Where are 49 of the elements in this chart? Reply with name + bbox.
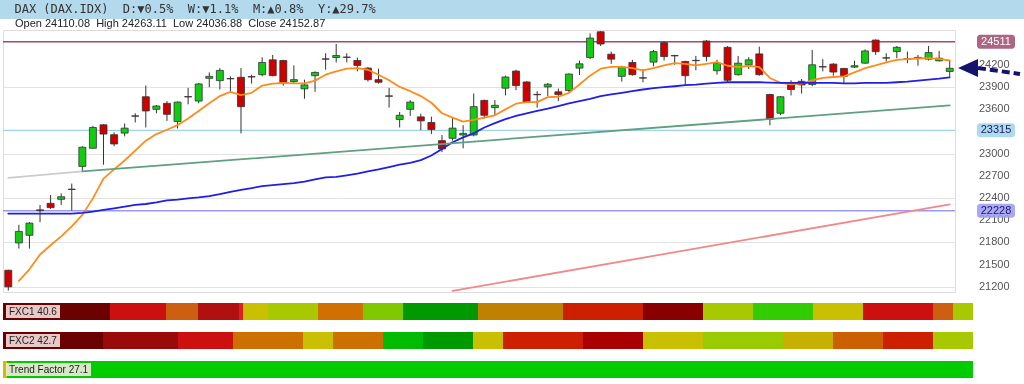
candlestick — [226, 75, 235, 92]
candlestick — [459, 124, 468, 149]
candlestick — [279, 59, 288, 87]
y-tick-label: 23000 — [979, 146, 1010, 159]
candlestick — [89, 125, 97, 149]
y-tick-label: 23600 — [979, 102, 1010, 115]
text: M:▲0.8% — [251, 2, 304, 16]
text: FXC2 42.7 — [6, 334, 60, 347]
text: Y:▲29.7% — [316, 2, 376, 16]
candlestick — [163, 100, 171, 122]
y-tick-label: 21500 — [979, 257, 1010, 270]
y-tick-label: 23900 — [979, 79, 1010, 92]
candlestick — [586, 32, 594, 60]
candlestick — [332, 43, 341, 63]
y-tick-label: 22700 — [979, 168, 1010, 181]
candlestick — [311, 70, 319, 93]
ref-line-label: 23315 — [980, 123, 1012, 136]
candlestick — [25, 221, 34, 250]
candlestick — [776, 95, 785, 116]
candlestick — [300, 79, 309, 100]
candlestick — [67, 183, 76, 212]
y-tick-label: 21200 — [979, 279, 1010, 292]
y-tick-label: 24200 — [979, 57, 1010, 70]
candlestick — [565, 72, 573, 93]
candlestick — [141, 85, 150, 128]
candlestick — [258, 56, 267, 77]
candlestick — [639, 68, 647, 83]
candlestick — [78, 145, 87, 173]
candlestick — [36, 204, 44, 223]
y-tick-label: 21800 — [979, 235, 1010, 248]
chart-title: DAX (DAX.IDX) — [13, 2, 109, 16]
candlestick — [385, 87, 393, 109]
ref-line-label: 22228 — [980, 203, 1012, 216]
candlestick — [99, 123, 108, 166]
chart-subtitle: Open 24110.08 High 24263.11 Low 24036.88 Close 24152.87 — [15, 17, 326, 29]
candlestick — [448, 117, 457, 142]
text: W:▼1.1% — [186, 2, 239, 16]
candlestick — [14, 224, 23, 250]
y-tick-label: 22100 — [979, 213, 1010, 226]
candlestick — [490, 99, 499, 116]
candlestick — [215, 67, 224, 91]
text: Trend Factor 27.1 — [6, 363, 92, 376]
candlestick — [702, 39, 711, 62]
text: FXC1 40.6 — [6, 305, 60, 318]
y-tick-label: 22400 — [979, 191, 1010, 204]
ref-line-label: 24511 — [981, 34, 1011, 47]
text: D:▼0.5% — [121, 2, 174, 16]
candlestick — [173, 100, 182, 129]
candlestick — [184, 87, 193, 105]
